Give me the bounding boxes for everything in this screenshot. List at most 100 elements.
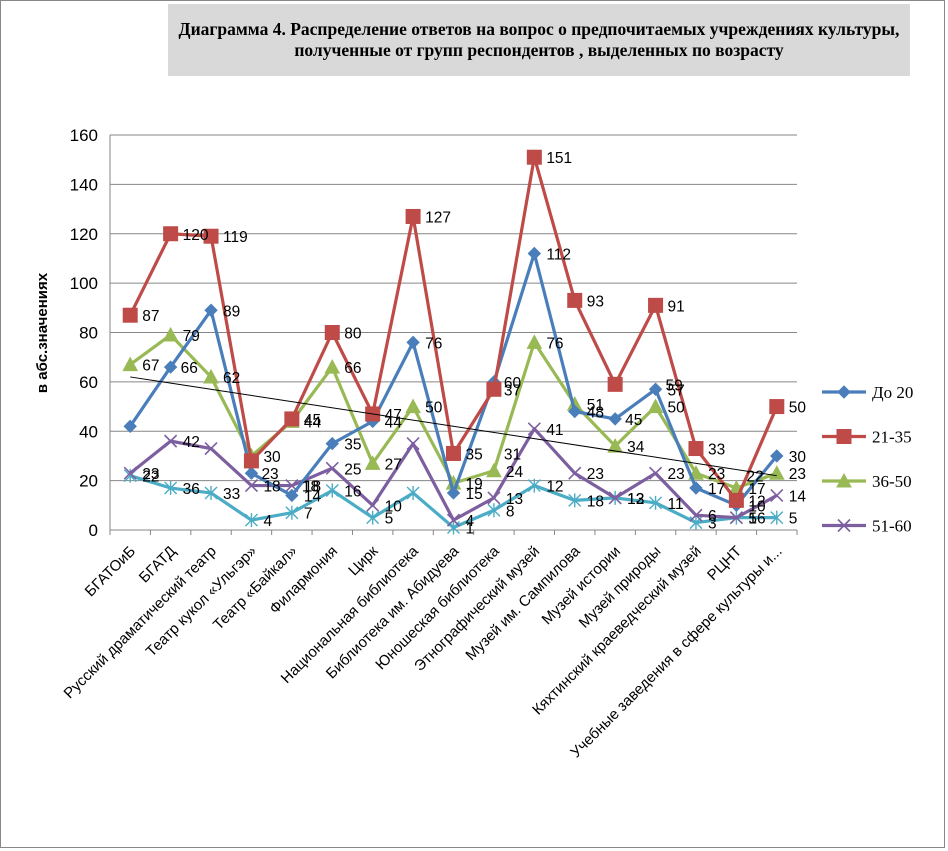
data-label: 87 [142, 308, 159, 325]
data-label: 13 [506, 491, 523, 508]
marker-square [446, 445, 461, 461]
data-label: 23 [261, 466, 278, 483]
marker-diamond [285, 488, 299, 503]
marker-diamond [568, 404, 582, 419]
marker-diamond [244, 466, 259, 480]
marker-square [163, 226, 179, 242]
marker-triangle [405, 398, 421, 414]
data-label: 89 [223, 303, 240, 320]
data-label: 76 [425, 335, 442, 352]
data-label: 5 [385, 511, 394, 528]
data-label: 12 [546, 479, 563, 496]
marker-square [526, 149, 542, 165]
series-lines [122, 149, 785, 535]
data-label: 62 [223, 370, 240, 387]
marker-square [648, 297, 664, 313]
marker-square [405, 208, 421, 224]
legend: До 20 21-35 36-50 51-60 [822, 383, 913, 536]
data-label: 80 [344, 326, 362, 343]
y-tick-label: 140 [70, 175, 98, 194]
marker-x [164, 434, 178, 448]
data-label: 10 [748, 498, 766, 515]
marker-square [122, 307, 138, 323]
data-label: 22 [142, 469, 159, 486]
data-label: 36 [183, 481, 200, 498]
data-label: 127 [425, 209, 451, 226]
data-label: 13 [627, 491, 644, 508]
marker-diamond [689, 481, 703, 495]
data-label: 59 [666, 377, 683, 394]
data-label: 12 [748, 493, 765, 510]
y-tick-label: 80 [79, 324, 98, 343]
data-label: 51 [587, 397, 604, 414]
marker-diamond [325, 436, 339, 451]
data-label: 57 [668, 382, 685, 399]
y-tick-label: 60 [79, 373, 98, 392]
chart-title: Диаграмма 4. Распределение ответов на во… [168, 4, 910, 76]
data-label: 35 [344, 437, 361, 454]
marker-square [486, 381, 502, 397]
marker-star [447, 520, 460, 535]
marker-triangle [836, 472, 852, 488]
data-label: 19 [466, 476, 483, 493]
data-label: 91 [668, 298, 685, 315]
data-label: 44 [385, 414, 403, 431]
data-label: 18 [304, 479, 321, 496]
data-label: 18 [587, 493, 604, 510]
data-label: 23 [708, 466, 725, 483]
marker-star [770, 510, 784, 525]
series-group [122, 149, 785, 508]
legend-label: 51-60 [872, 517, 912, 536]
data-label: 14 [304, 488, 322, 505]
data-label: 5 [748, 511, 757, 528]
data-label: 112 [546, 247, 571, 264]
marker-star [244, 513, 258, 528]
marker-x [648, 466, 663, 480]
data-label: 5 [789, 511, 798, 528]
marker-x [527, 422, 541, 436]
marker-triangle [647, 398, 664, 414]
marker-x [568, 466, 582, 480]
marker-diamond [527, 246, 542, 261]
y-tick-label: 100 [70, 274, 98, 293]
data-label: 25 [344, 461, 361, 478]
marker-triangle [324, 359, 341, 374]
marker-triangle [607, 438, 623, 453]
data-label: 45 [625, 412, 642, 429]
data-label: 14 [789, 488, 807, 505]
marker-triangle [364, 455, 381, 470]
marker-x [487, 491, 501, 505]
data-label: 35 [466, 446, 483, 463]
marker-x [608, 491, 622, 505]
marker-square [688, 441, 704, 457]
data-label: 41 [546, 422, 563, 439]
data-label: 42 [183, 434, 200, 451]
marker-x [123, 466, 137, 480]
data-label: 79 [183, 328, 200, 345]
data-label: 12 [627, 491, 644, 508]
data-label: 66 [181, 360, 198, 377]
data-label: 4 [263, 513, 272, 530]
data-label: 7 [304, 506, 313, 523]
marker-x [366, 498, 380, 512]
data-label: 30 [263, 449, 281, 466]
marker-star [325, 483, 339, 498]
marker-square [324, 325, 340, 340]
y-tick-label: 0 [89, 521, 98, 540]
data-label: 16 [344, 484, 361, 501]
marker-square [607, 376, 623, 392]
data-label: 48 [587, 405, 604, 422]
marker-star [406, 485, 420, 500]
data-label: 67 [142, 358, 159, 375]
marker-x [244, 478, 259, 493]
trendline [130, 376, 777, 477]
marker-diamond [770, 449, 784, 463]
legend-label: 21-35 [872, 428, 912, 447]
data-label: 6 [708, 508, 717, 525]
marker-x [729, 511, 743, 525]
legend-item: 51-60 [822, 517, 912, 536]
data-label: 24 [506, 464, 524, 481]
data-label: 23 [142, 466, 159, 483]
data-label: 11 [668, 496, 684, 513]
data-label: 10 [385, 498, 403, 515]
